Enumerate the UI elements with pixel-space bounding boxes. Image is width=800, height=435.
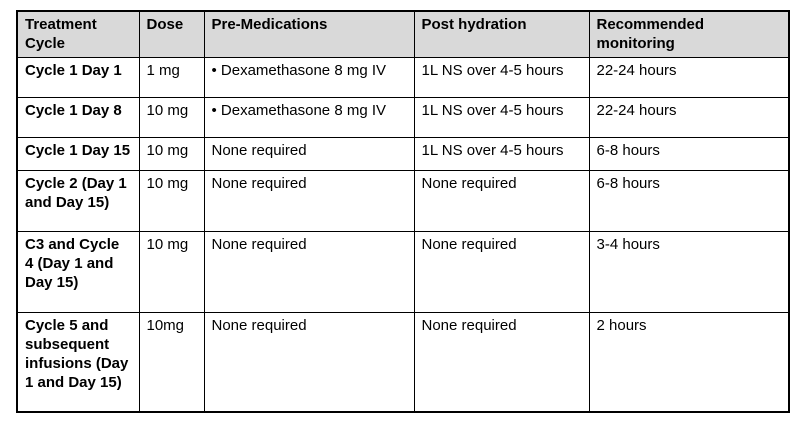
- cell-post-hydration: None required: [413, 311, 590, 413]
- header-row: Treatment Cycle Dose Pre-Medications Pos…: [16, 10, 790, 58]
- cell-recommended-monitoring: 6-8 hours: [588, 136, 790, 171]
- cell-pre-medications: None required: [203, 311, 415, 413]
- cell-dose: 10 mg: [138, 96, 205, 138]
- cell-post-hydration: None required: [413, 169, 590, 232]
- table-body: Cycle 1 Day 1 1 mg • Dexamethasone 8 mg …: [16, 56, 790, 413]
- cell-post-hydration: 1L NS over 4-5 hours: [413, 56, 590, 98]
- cell-treatment-cycle: Cycle 2 (Day 1 and Day 15): [16, 169, 140, 232]
- cell-dose: 10 mg: [138, 230, 205, 313]
- cell-treatment-cycle: Cycle 1 Day 8: [16, 96, 140, 138]
- table-row-cycle1-day8: Cycle 1 Day 8 10 mg • Dexamethasone 8 mg…: [16, 96, 790, 138]
- cell-treatment-cycle: Cycle 5 and subsequent infusions (Day 1 …: [16, 311, 140, 413]
- cell-pre-medications: • Dexamethasone 8 mg IV: [203, 56, 415, 98]
- cell-dose: 10mg: [138, 311, 205, 413]
- cell-pre-medications: • Dexamethasone 8 mg IV: [203, 96, 415, 138]
- cell-pre-medications: None required: [203, 230, 415, 313]
- table-header: Treatment Cycle Dose Pre-Medications Pos…: [16, 10, 790, 58]
- cell-dose: 10 mg: [138, 169, 205, 232]
- cell-post-hydration: 1L NS over 4-5 hours: [413, 136, 590, 171]
- cell-treatment-cycle: Cycle 1 Day 15: [16, 136, 140, 171]
- cell-treatment-cycle: Cycle 1 Day 1: [16, 56, 140, 98]
- treatment-schedule-table: Treatment Cycle Dose Pre-Medications Pos…: [16, 10, 790, 413]
- cell-recommended-monitoring: 22-24 hours: [588, 96, 790, 138]
- table-row-c3-and-cycle4: C3 and Cycle 4 (Day 1 and Day 15) 10 mg …: [16, 230, 790, 313]
- cell-pre-medications: None required: [203, 169, 415, 232]
- cell-post-hydration: 1L NS over 4-5 hours: [413, 96, 590, 138]
- cell-treatment-cycle: C3 and Cycle 4 (Day 1 and Day 15): [16, 230, 140, 313]
- cell-recommended-monitoring: 6-8 hours: [588, 169, 790, 232]
- cell-dose: 1 mg: [138, 56, 205, 98]
- cell-recommended-monitoring: 2 hours: [588, 311, 790, 413]
- cell-post-hydration: None required: [413, 230, 590, 313]
- cell-recommended-monitoring: 3-4 hours: [588, 230, 790, 313]
- table-row-cycle1-day1: Cycle 1 Day 1 1 mg • Dexamethasone 8 mg …: [16, 56, 790, 98]
- cell-recommended-monitoring: 22-24 hours: [588, 56, 790, 98]
- cell-dose: 10 mg: [138, 136, 205, 171]
- column-header-recommended-monitoring: Recommended monitoring: [588, 10, 790, 58]
- column-header-post-hydration: Post hydration: [413, 10, 590, 58]
- column-header-treatment-cycle: Treatment Cycle: [16, 10, 140, 58]
- column-header-dose: Dose: [138, 10, 205, 58]
- table-row-cycle1-day15: Cycle 1 Day 15 10 mg None required 1L NS…: [16, 136, 790, 171]
- table-row-cycle5-subsequent: Cycle 5 and subsequent infusions (Day 1 …: [16, 311, 790, 413]
- table-row-cycle2: Cycle 2 (Day 1 and Day 15) 10 mg None re…: [16, 169, 790, 232]
- column-header-pre-medications: Pre-Medications: [203, 10, 415, 58]
- cell-pre-medications: None required: [203, 136, 415, 171]
